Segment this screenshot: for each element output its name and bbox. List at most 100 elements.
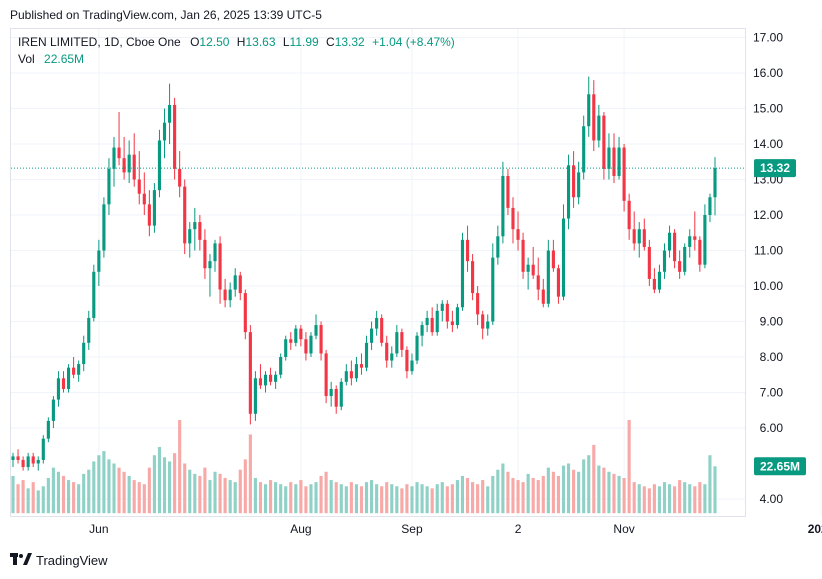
candle-body [178,168,182,187]
volume-bar [673,486,677,514]
candle-body [607,147,611,169]
volume-bar [284,486,288,514]
volume-bar [11,475,15,514]
volume-bar [117,467,121,514]
candle-body [233,275,237,290]
candle-body [481,314,485,329]
volume-bar [385,482,389,514]
last-price-tag [754,159,796,178]
volume-bar [460,475,465,514]
volume-bar [465,477,470,514]
candle-body [688,236,692,247]
volume-bar [173,453,177,514]
candle-body [380,317,384,343]
candle-body [693,236,697,240]
volume-bar [597,465,601,514]
volume-bar [354,484,358,514]
candle-body [617,147,621,176]
candle-body [364,342,369,368]
y-tick-label: 8.00 [760,350,784,364]
volume-bar [592,444,596,514]
candle-body [627,200,631,230]
candle-body [440,303,444,311]
candle-body [137,179,141,194]
volume-bar [506,471,510,514]
x-tick-label: Aug [290,522,311,536]
candle-body [536,275,540,290]
volume-bar [405,484,409,514]
candle-body [511,207,515,230]
volume-bar [375,484,379,514]
candle-body [506,175,510,208]
y-tick-label: 15.00 [753,102,783,116]
volume-bar [380,486,384,514]
volume-bar [450,484,454,514]
candle-body [309,335,313,354]
candle-body [46,420,50,439]
candle-body [162,122,167,141]
volume-bar [359,486,364,514]
candle-body [238,275,242,294]
candle-body [521,239,525,272]
volume-bar [269,480,273,514]
volume-bar [314,482,318,514]
legend-symbol: IREN LIMITED, 1D, Cboe One [18,35,181,49]
candle-body [476,293,480,315]
footer-brand[interactable]: TradingView [10,553,108,568]
candle-body [97,250,101,272]
volume-bar [551,471,555,514]
candle-body [41,438,45,460]
volume-bar [602,467,606,514]
candle-body [385,342,389,361]
candle-body [167,104,172,123]
footer-brand-text: TradingView [36,553,108,568]
volume-bar [556,475,561,514]
volume-bar [193,473,197,514]
volume-bar [572,469,576,514]
candle-body [400,332,404,350]
candle-body [420,325,424,336]
candle-body [637,229,641,244]
candle-body [112,147,116,169]
x-tick-label: 2 [515,522,522,536]
volume-bar [531,477,535,514]
candle-body [56,378,61,400]
volume-bar [31,482,35,514]
volume-bar [258,482,263,514]
volume-bar [147,467,151,514]
chart-frame[interactable] [10,28,746,517]
volume-bar [622,477,626,514]
legend-open-value: 12.50 [199,35,230,49]
candle-body [531,264,535,276]
y-tick-label: 14.00 [753,137,783,151]
volume-bar [364,482,369,514]
candle-body [678,261,682,272]
volume-bar [238,469,242,514]
candle-body [602,115,606,169]
volume-bar [178,420,182,514]
candle-body [228,289,232,301]
candle-body [465,239,470,262]
volume-bar [410,486,414,514]
volume-bar [41,486,45,514]
volume-bar [183,463,187,514]
candle-body [612,147,616,176]
candle-body [405,349,409,372]
volume-bar [299,480,303,514]
volume-bar [481,480,485,514]
volume-bar [390,484,394,514]
last-volume-tag [754,457,806,476]
candle-body [11,456,15,460]
volume-bar [587,455,591,514]
volume-bar [223,477,227,514]
candle-body [319,325,323,354]
candle-body [491,257,495,322]
volume-bar [309,484,313,514]
candle-body [496,236,500,258]
volume-bar [496,469,500,514]
y-tick-label: 10.00 [753,279,783,293]
candle-body [36,459,40,464]
candle-body [683,246,687,272]
volume-bar [157,446,162,514]
